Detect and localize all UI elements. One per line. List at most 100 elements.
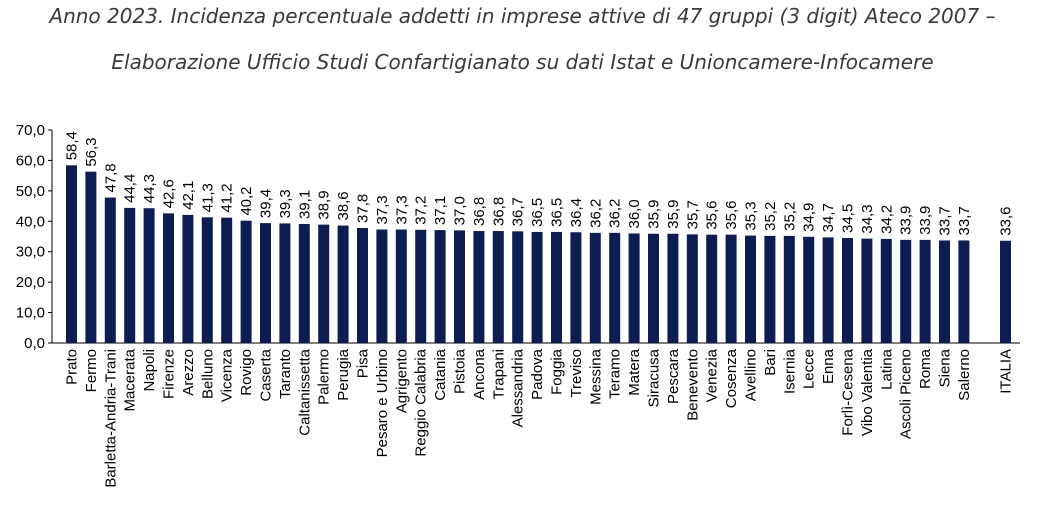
bar xyxy=(861,238,873,343)
chart-bars xyxy=(66,165,1011,343)
category-label: Messina xyxy=(587,348,604,405)
bar xyxy=(822,237,834,343)
category-label: Venezia xyxy=(704,348,721,402)
category-label: Pesaro e Urbino xyxy=(374,349,391,457)
data-label: 38,9 xyxy=(316,190,333,219)
category-label: Bari xyxy=(762,349,779,376)
category-label: Catania xyxy=(432,348,449,400)
bar xyxy=(919,239,931,343)
category-label: Lecce xyxy=(801,349,818,389)
category-label: Trapani xyxy=(490,349,507,399)
category-label: Avellino xyxy=(743,349,760,401)
bar xyxy=(318,224,330,343)
data-label: 41,2 xyxy=(219,183,236,212)
y-tick-label: 60,0 xyxy=(16,152,45,169)
category-label: Teramo xyxy=(607,349,624,399)
bar xyxy=(1000,240,1011,343)
bar xyxy=(900,239,912,343)
bar xyxy=(201,217,213,343)
category-label: Barletta-Andria-Trani xyxy=(102,349,119,488)
category-label: Benevento xyxy=(684,349,701,421)
category-label: Foggia xyxy=(549,348,566,395)
data-label: 36,8 xyxy=(490,197,507,226)
bar xyxy=(434,230,446,343)
data-label: 35,2 xyxy=(781,202,798,231)
data-label: 42,1 xyxy=(180,181,197,210)
category-label: Prato xyxy=(64,349,81,385)
data-label: 35,3 xyxy=(743,201,760,230)
bar xyxy=(589,232,601,343)
bar xyxy=(803,236,815,343)
bar xyxy=(764,235,776,343)
bar xyxy=(376,229,388,343)
data-label: 33,7 xyxy=(956,206,973,235)
data-label: 36,2 xyxy=(587,199,604,228)
category-label: ITALIA xyxy=(998,349,1015,394)
category-label: Caltanissetta xyxy=(296,348,313,435)
bar xyxy=(163,213,174,343)
data-label: 36,8 xyxy=(471,197,488,226)
bar xyxy=(706,234,718,343)
data-label: 33,9 xyxy=(917,206,934,235)
data-label: 33,6 xyxy=(998,207,1015,236)
data-label: 35,6 xyxy=(723,200,740,229)
data-label: 35,7 xyxy=(684,200,701,229)
bar xyxy=(880,238,892,343)
chart-subtitle: Elaborazione Ufficio Studi Confartigiana… xyxy=(111,50,934,74)
category-label: Firenze xyxy=(161,349,178,399)
category-label: Macerata xyxy=(122,348,139,411)
category-label: Taranto xyxy=(277,349,294,399)
data-label: 36,4 xyxy=(568,198,585,227)
bar xyxy=(551,231,562,343)
bar xyxy=(337,225,349,343)
category-label: Palermo xyxy=(316,349,333,405)
category-label: Roma xyxy=(917,348,934,389)
data-label: 36,0 xyxy=(626,199,643,228)
bar xyxy=(473,231,485,343)
data-label: 37,3 xyxy=(393,195,410,224)
bar xyxy=(415,229,427,343)
data-label: 35,9 xyxy=(665,200,682,229)
bar xyxy=(648,233,659,343)
data-label: 36,2 xyxy=(607,199,624,228)
category-label: Agrigento xyxy=(393,349,410,413)
data-label: 38,6 xyxy=(335,191,352,220)
category-label: Alessandria xyxy=(510,348,527,427)
data-label: 33,9 xyxy=(898,206,915,235)
category-label: Vicenza xyxy=(219,348,236,402)
bar xyxy=(454,230,465,343)
category-label: Salerno xyxy=(956,349,973,401)
bar xyxy=(570,232,582,343)
bar xyxy=(725,234,737,343)
data-label: 41,3 xyxy=(199,183,216,212)
bar xyxy=(104,197,116,343)
bar xyxy=(66,165,77,343)
bar xyxy=(512,231,524,343)
data-label: 36,5 xyxy=(549,198,566,227)
category-label: Vibo Valentia xyxy=(859,348,876,436)
data-label: 56,3 xyxy=(83,137,100,166)
data-label: 34,2 xyxy=(878,205,895,234)
data-label: 34,9 xyxy=(801,203,818,232)
bar xyxy=(298,224,310,343)
data-label: 39,1 xyxy=(296,190,313,219)
data-label: 36,7 xyxy=(510,197,527,226)
category-label: Perugia xyxy=(335,348,352,400)
data-label: 36,5 xyxy=(529,198,546,227)
data-label: 37,0 xyxy=(452,196,469,225)
bar xyxy=(279,223,291,343)
bar xyxy=(492,231,504,343)
chart-axes: 0,0 10,0 20,0 30,0 40,0 50,0 60,0 70,0 xyxy=(16,122,1020,352)
category-label: Reggio Calabria xyxy=(413,348,430,456)
category-label: Pescara xyxy=(665,348,682,404)
category-label: Belluno xyxy=(199,349,216,399)
data-label: 37,3 xyxy=(374,195,391,224)
bar xyxy=(628,233,640,343)
bar xyxy=(124,207,136,343)
y-tick-label: 10,0 xyxy=(16,305,45,322)
data-label: 37,8 xyxy=(355,194,372,223)
data-label: 35,9 xyxy=(646,200,663,229)
category-label: Siracusa xyxy=(646,348,663,407)
category-label: Siena xyxy=(937,348,954,387)
data-label: 39,4 xyxy=(258,189,275,218)
